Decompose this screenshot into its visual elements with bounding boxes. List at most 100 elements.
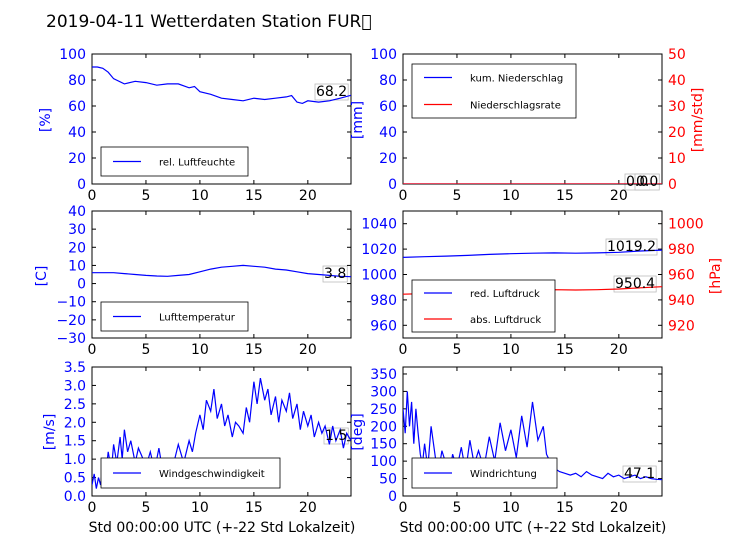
- pressure-ytick-right-label: 960: [668, 268, 695, 284]
- windspeed-ytick-label: 0.5: [64, 471, 86, 487]
- precipitation-ytick-right-label: 40: [668, 73, 686, 89]
- temperature-ylabel: [C]: [34, 266, 50, 287]
- winddirection-xlabel: Std 00:00:00 UTC (+-22 Std Lokalzeit): [400, 520, 667, 536]
- precipitation-ytick-label: 40: [379, 125, 397, 141]
- temperature-series-0: [92, 264, 351, 278]
- temperature-xtick-label: 10: [191, 342, 209, 358]
- windspeed-xtick-label: 10: [191, 500, 209, 516]
- winddirection-xtick-label: 20: [610, 500, 628, 516]
- pressure-xtick-label: 5: [452, 342, 461, 358]
- pressure-ytick-right-label: 920: [668, 318, 695, 334]
- pressure-ytick-label: 980: [370, 293, 397, 309]
- pressure-ytick-label: 960: [370, 318, 397, 334]
- precipitation-ytick-label: 80: [379, 73, 397, 89]
- windspeed-xtick-label: 5: [141, 500, 150, 516]
- pressure-ytick-right-label: 1000: [668, 217, 704, 233]
- humidity-xtick-label: 5: [141, 188, 150, 204]
- winddirection-xtick-label: 15: [556, 500, 574, 516]
- pressure-ytick-label: 1020: [361, 242, 397, 258]
- winddirection-ytick-label: 150: [370, 437, 397, 453]
- humidity-series-0: [92, 66, 351, 105]
- precipitation-xtick-label: 20: [610, 188, 628, 204]
- precipitation-last-value: 0.0: [626, 174, 648, 190]
- temperature-xtick-label: 15: [245, 342, 263, 358]
- winddirection-legend-label: Windrichtung: [470, 469, 537, 480]
- temperature-ytick-label: 40: [68, 204, 86, 220]
- precipitation-legend-box: [411, 63, 577, 119]
- windspeed-xtick-label: 15: [245, 500, 263, 516]
- windspeed-ylabel: [m/s]: [42, 414, 58, 451]
- precipitation-ytick-right-label: 10: [668, 151, 686, 167]
- winddirection-series-0: [403, 391, 662, 481]
- winddirection-ytick-label: 250: [370, 402, 397, 418]
- humidity-xtick-label: 0: [88, 188, 97, 204]
- pressure-ytick-label: 1000: [361, 268, 397, 284]
- pressure-ytick-right-label: 940: [668, 293, 695, 309]
- temperature-ytick-label: 20: [68, 240, 86, 256]
- panel-windspeed: [m/s] Std 00:00:00 UTC (+-22 Std Lokalze…: [42, 360, 355, 536]
- precipitation-ytick-right-label: 0: [668, 177, 677, 193]
- precipitation-value-box: [634, 173, 660, 191]
- precipitation-ylabel-right: [mm/std]: [690, 88, 706, 153]
- windspeed-last-value: 1.5: [325, 428, 347, 444]
- precipitation-xtick-label: 0: [399, 188, 408, 204]
- pressure-ytick-right-label: 980: [668, 242, 695, 258]
- panel-winddirection: [deg] Std 00:00:00 UTC (+-22 Std Lokalze…: [350, 366, 667, 536]
- humidity-last-value: 68.2: [316, 84, 347, 100]
- pressure-legend-label: red. Luftdruck: [470, 289, 540, 300]
- winddirection-xtick-label: 10: [502, 500, 520, 516]
- humidity-ylabel: [%]: [38, 108, 54, 132]
- windspeed-ytick-label: 1.5: [64, 434, 86, 450]
- winddirection-ytick-label: 200: [370, 419, 397, 435]
- winddirection-ytick-label: 300: [370, 384, 397, 400]
- temperature-ytick-label: −30: [56, 331, 86, 347]
- temperature-legend-box: [100, 301, 249, 332]
- precipitation-xtick-label: 10: [502, 188, 520, 204]
- temperature-xtick-label: 0: [88, 342, 97, 358]
- winddirection-xtick-label: 0: [399, 500, 408, 516]
- winddirection-last-value: 47.1: [624, 466, 655, 482]
- precipitation-ytick-label: 20: [379, 151, 397, 167]
- winddirection-ytick-label: 350: [370, 367, 397, 383]
- pressure-legend-box: [411, 279, 556, 333]
- pressure-series-0: [403, 249, 662, 258]
- figure-title: 2019-04-11 Wetterdaten Station FUR : [46, 12, 372, 32]
- windspeed-ytick-label: 2.5: [64, 397, 86, 413]
- panel-pressure: [hPa] 0 5 10 15 20 960 980 1000 1020 1040 920 940 96…: [361, 210, 724, 358]
- windspeed-ytick-label: 1.0: [64, 452, 86, 468]
- windspeed-legend-label: Windgeschwindigkeit: [159, 469, 265, 480]
- humidity-xtick-label: 15: [245, 188, 263, 204]
- winddirection-frame: [402, 366, 663, 497]
- temperature-last-value: 3.8: [324, 266, 346, 282]
- pressure-xtick-label: 10: [502, 342, 520, 358]
- winddirection-ytick-label: 50: [379, 472, 397, 488]
- precipitation-legend-label: kum. Niederschlag: [470, 74, 563, 85]
- windspeed-ytick-label: 3.5: [64, 360, 86, 376]
- precipitation-legend-label: Niederschlagsrate: [470, 101, 561, 112]
- humidity-ytick-label: 0: [77, 177, 86, 193]
- pressure-ytick-label: 1040: [361, 217, 397, 233]
- winddirection-ylabel: [deg]: [350, 413, 366, 450]
- pressure-last-value: 1019.2: [607, 239, 656, 255]
- temperature-value-box: [322, 265, 348, 283]
- pressure-xtick-label: 15: [556, 342, 574, 358]
- temperature-ytick-label: 10: [68, 258, 86, 274]
- windspeed-frame: [91, 366, 352, 497]
- temperature-xtick-label: 5: [141, 342, 150, 358]
- precipitation-last-value-right: 0.0: [636, 174, 658, 190]
- windspeed-xtick-label: 20: [299, 500, 317, 516]
- humidity-ytick-label: 60: [68, 99, 86, 115]
- panel-precipitation: [mm] [mm/std] 0 5 10 15 20 0 20 40 60 80 100 0 10 20 3…: [350, 47, 706, 204]
- winddirection-xtick-label: 5: [452, 500, 461, 516]
- pressure-last-value-right: 950.4: [615, 276, 655, 292]
- winddirection-ytick-label: 0: [388, 489, 397, 505]
- temperature-legend-label: Lufttemperatur: [159, 313, 236, 324]
- pressure-xtick-label: 20: [610, 342, 628, 358]
- windspeed-ytick-label: 2.0: [64, 415, 86, 431]
- humidity-xtick-label: 10: [191, 188, 209, 204]
- windspeed-series-0: [92, 377, 351, 489]
- panel-humidity: [%] 0 5 10 15 20 0 20 40 60 80 100 rel. Luftfeuchte…: [38, 47, 352, 204]
- precipitation-ytick-label: 100: [370, 47, 397, 63]
- windspeed-ytick-label: 3.0: [64, 378, 86, 394]
